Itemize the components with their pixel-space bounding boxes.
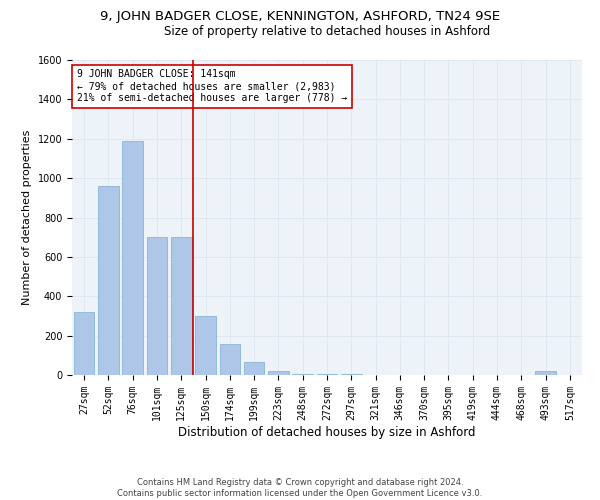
Bar — [122, 140, 143, 375]
Bar — [74, 312, 94, 375]
Bar — [341, 374, 362, 375]
X-axis label: Distribution of detached houses by size in Ashford: Distribution of detached houses by size … — [178, 426, 476, 438]
Text: Contains HM Land Registry data © Crown copyright and database right 2024.
Contai: Contains HM Land Registry data © Crown c… — [118, 478, 482, 498]
Text: 9, JOHN BADGER CLOSE, KENNINGTON, ASHFORD, TN24 9SE: 9, JOHN BADGER CLOSE, KENNINGTON, ASHFOR… — [100, 10, 500, 23]
Title: Size of property relative to detached houses in Ashford: Size of property relative to detached ho… — [164, 25, 490, 38]
Bar — [268, 371, 289, 375]
Bar — [220, 344, 240, 375]
Bar — [535, 371, 556, 375]
Text: 9 JOHN BADGER CLOSE: 141sqm
← 79% of detached houses are smaller (2,983)
21% of : 9 JOHN BADGER CLOSE: 141sqm ← 79% of det… — [77, 70, 347, 102]
Bar — [244, 362, 265, 375]
Bar — [171, 237, 191, 375]
Y-axis label: Number of detached properties: Number of detached properties — [22, 130, 32, 305]
Bar — [98, 186, 119, 375]
Bar — [146, 237, 167, 375]
Bar — [195, 316, 216, 375]
Bar — [317, 374, 337, 375]
Bar — [292, 374, 313, 375]
